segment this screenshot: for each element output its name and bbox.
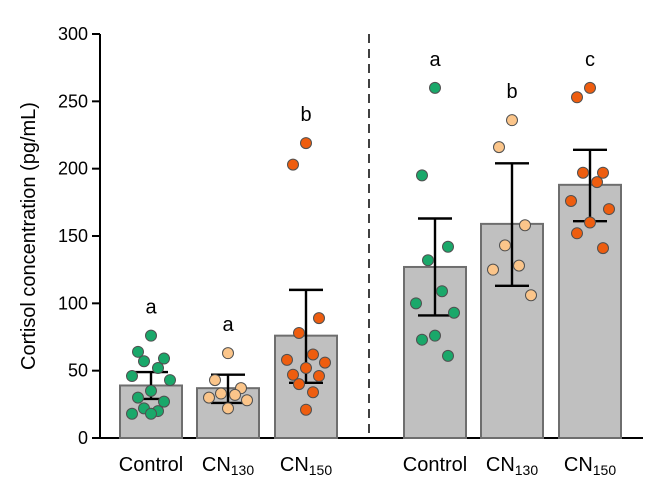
data-point: [209, 374, 221, 387]
y-tick-label: 150: [58, 226, 88, 246]
data-point: [565, 194, 577, 207]
data-point: [416, 169, 428, 182]
data-point: [300, 137, 312, 150]
y-tick-label: 100: [58, 293, 88, 313]
x-category-label: CN150: [564, 454, 616, 478]
data-point: [493, 141, 505, 154]
y-tick-label: 300: [58, 24, 88, 44]
data-point: [448, 306, 460, 319]
data-point: [307, 386, 319, 399]
bar: [274, 334, 338, 439]
significance-letter: a: [145, 297, 157, 319]
data-point: [152, 361, 164, 374]
data-point: [203, 391, 215, 404]
data-point: [281, 353, 293, 366]
significance-letter: b: [506, 81, 517, 103]
data-point: [597, 166, 609, 179]
data-point: [229, 388, 241, 401]
x-category-label: CN130: [202, 454, 254, 478]
data-point: [300, 403, 312, 416]
data-point: [158, 352, 170, 365]
data-point: [145, 407, 157, 420]
significance-letter: a: [429, 49, 441, 71]
data-point: [584, 216, 596, 229]
data-point: [487, 263, 499, 276]
data-point: [571, 91, 583, 104]
x-category-label: Control: [119, 454, 183, 476]
y-tick-label: 0: [78, 428, 88, 448]
x-category-label: CN150: [280, 454, 332, 478]
significance-letter: c: [585, 49, 595, 71]
points-layer: [126, 81, 615, 420]
bars-layer: [119, 183, 622, 440]
x-axis-labels-layer: Control CN130 CN150 Control CN130 CN150: [119, 454, 617, 478]
data-point: [293, 326, 305, 339]
data-point: [145, 329, 157, 342]
data-point: [442, 240, 454, 253]
y-tick-label: 200: [58, 159, 88, 179]
data-point: [126, 407, 138, 420]
data-point: [138, 355, 150, 368]
y-tick-label: 50: [68, 361, 88, 381]
significance-letter: a: [222, 314, 234, 336]
x-category-label: CN130: [486, 454, 538, 478]
data-point: [584, 81, 596, 94]
x-category-label: Control: [403, 454, 467, 476]
data-point: [591, 176, 603, 189]
data-point: [442, 349, 454, 362]
data-point: [422, 254, 434, 267]
data-point: [164, 374, 176, 387]
y-tick-label: 250: [58, 91, 88, 111]
significance-letter: b: [300, 104, 311, 126]
data-point: [287, 158, 299, 171]
data-point: [300, 361, 312, 374]
data-point: [416, 333, 428, 346]
data-point: [571, 227, 583, 240]
data-point: [499, 239, 511, 252]
data-point: [307, 348, 319, 361]
data-point: [597, 242, 609, 255]
y-axis-ticks: 0 50 100 150 200 250 300: [58, 24, 100, 448]
data-point: [429, 329, 441, 342]
data-point: [132, 391, 144, 404]
data-point: [241, 394, 253, 407]
data-point: [222, 402, 234, 415]
data-point: [215, 387, 227, 400]
data-point: [519, 219, 531, 232]
y-axis-title: Cortisol concentration (pg/mL): [18, 102, 40, 370]
data-point: [287, 368, 299, 381]
data-point: [506, 114, 518, 127]
data-point: [145, 384, 157, 397]
data-point: [436, 285, 448, 298]
data-point: [603, 203, 615, 216]
data-point: [132, 345, 144, 358]
data-point: [525, 289, 537, 302]
data-point: [313, 312, 325, 325]
data-point: [293, 378, 305, 391]
data-point: [158, 395, 170, 408]
data-point: [577, 166, 589, 179]
data-point: [410, 297, 422, 310]
significance-letters-layer: a a b a b c: [145, 49, 595, 336]
data-point: [313, 370, 325, 383]
data-point: [222, 347, 234, 360]
data-point: [429, 81, 441, 94]
data-point: [126, 370, 138, 383]
data-point: [319, 356, 331, 369]
data-point: [513, 259, 525, 272]
